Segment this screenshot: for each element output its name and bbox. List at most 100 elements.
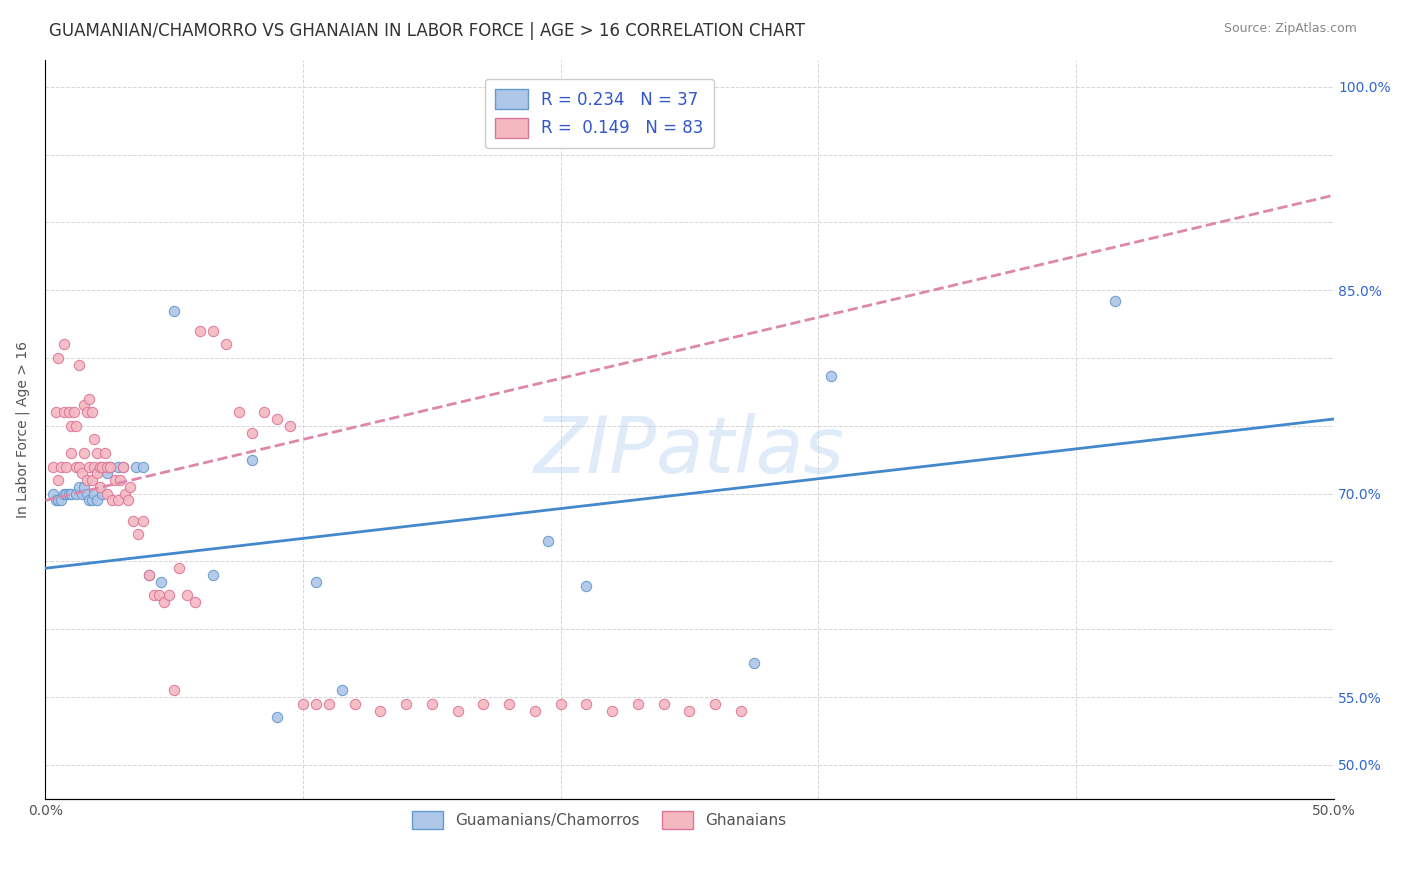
Point [91,459,114,474]
Point [215,337,238,351]
Point [575,579,598,593]
Point [52,486,75,500]
Point [652,697,675,711]
Point [76,405,98,419]
Point [76,486,98,500]
Point [96,486,118,500]
Point [240,452,263,467]
Point [83,486,105,500]
Point [278,418,301,433]
Point [76,473,98,487]
Point [330,683,353,698]
Point [184,595,207,609]
Point [343,697,366,711]
Point [83,459,105,474]
Point [188,324,211,338]
Point [58,486,80,500]
Point [86,493,108,508]
Point [124,459,146,474]
Point [65,418,87,433]
Point [73,480,96,494]
Point [52,405,75,419]
Point [96,467,118,481]
Point [77,459,100,474]
Point [98,459,121,474]
Point [730,704,752,718]
Point [49,493,72,508]
Point [65,486,87,500]
Point [55,486,77,500]
Point [60,418,83,433]
Point [537,534,560,549]
Point [107,493,129,508]
Point [742,656,765,670]
Point [266,710,288,724]
Point [117,493,139,508]
Point [67,358,90,372]
Point [305,697,328,711]
Point [420,697,443,711]
Point [70,486,93,500]
Point [228,405,250,419]
Point [55,459,77,474]
Point [80,473,103,487]
Point [93,446,115,460]
Point [86,467,108,481]
Point [132,514,155,528]
Point [169,561,191,575]
Point [98,459,121,474]
Point [80,493,103,508]
Point [266,412,288,426]
Point [48,493,70,508]
Text: Source: ZipAtlas.com: Source: ZipAtlas.com [1223,22,1357,36]
Point [65,459,87,474]
Point [138,568,160,582]
Point [73,446,96,460]
Point [49,459,72,474]
Point [550,697,572,711]
Point [127,527,149,541]
Point [96,459,118,474]
Legend: Guamanians/Chamorros, Ghanaians: Guamanians/Chamorros, Ghanaians [406,805,793,836]
Point [240,425,263,440]
Point [153,595,176,609]
Point [1104,293,1126,308]
Point [42,459,65,474]
Point [67,480,90,494]
Point [48,473,70,487]
Point [91,486,114,500]
Point [370,704,392,718]
Point [201,568,224,582]
Point [114,486,136,500]
Point [523,704,546,718]
Point [111,459,134,474]
Point [42,486,65,500]
Point [111,459,134,474]
Point [678,704,700,718]
Point [820,368,842,383]
Point [89,459,111,474]
Point [60,446,83,460]
Point [80,405,103,419]
Point [101,493,124,508]
Point [86,446,108,460]
Point [83,433,105,447]
Point [45,493,67,508]
Point [77,493,100,508]
Point [45,405,67,419]
Point [600,704,623,718]
Point [73,399,96,413]
Point [70,467,93,481]
Point [627,697,650,711]
Point [704,697,727,711]
Point [62,405,84,419]
Point [253,405,276,419]
Point [89,480,111,494]
Point [157,588,180,602]
Point [305,574,328,589]
Point [60,486,83,500]
Point [132,459,155,474]
Point [472,697,495,711]
Point [150,574,173,589]
Point [176,588,198,602]
